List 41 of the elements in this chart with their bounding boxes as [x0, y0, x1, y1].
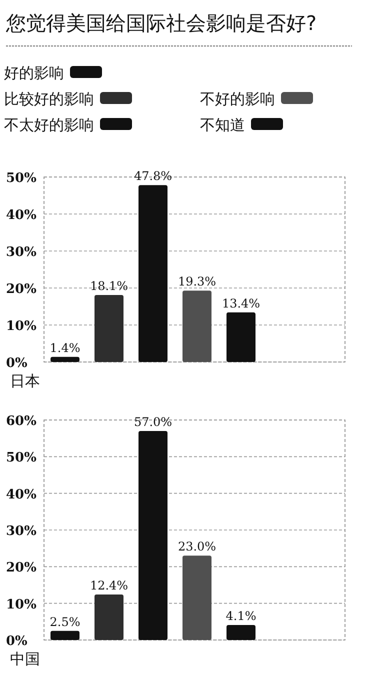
- bar: [182, 290, 212, 362]
- data-label: 23.0%: [178, 540, 216, 554]
- y-tick-label: 0%: [6, 634, 28, 649]
- bar: [94, 594, 124, 640]
- bar: [182, 556, 212, 640]
- bar: [50, 356, 80, 362]
- y-tick-label: 30%: [6, 245, 38, 260]
- data-label: 57.0%: [134, 415, 172, 429]
- data-label: 1.4%: [50, 340, 80, 355]
- y-tick-label: 20%: [6, 282, 38, 297]
- bar: [226, 312, 256, 362]
- y-tick-label: 10%: [6, 319, 38, 334]
- legend-label: 不知道: [200, 116, 245, 134]
- data-label: 47.8%: [134, 169, 172, 184]
- legend-label: 比较好的影响: [4, 90, 94, 108]
- data-label: 18.1%: [90, 279, 128, 294]
- y-tick-label: 40%: [6, 487, 38, 502]
- bar: [138, 185, 168, 362]
- y-tick-label: 50%: [6, 171, 38, 186]
- y-tick-label: 20%: [6, 560, 38, 576]
- chart-title: 您觉得美国给国际社会影响是否好?: [5, 11, 317, 35]
- y-tick-label: 60%: [6, 414, 38, 429]
- data-label: 19.3%: [178, 274, 216, 289]
- legend-label: 好的影响: [4, 64, 64, 82]
- y-tick-label: 40%: [6, 208, 38, 223]
- bar: [226, 624, 256, 640]
- data-label: 12.4%: [90, 578, 128, 593]
- data-label: 13.4%: [222, 296, 260, 310]
- bar: [94, 295, 124, 362]
- x-axis-title: 中国: [10, 650, 40, 668]
- y-tick-label: 0%: [6, 356, 28, 371]
- y-tick-label: 50%: [6, 450, 38, 466]
- legend-label: 不太好的影响: [4, 116, 94, 134]
- legend-label: 不好的影响: [200, 90, 275, 108]
- x-axis-title: 日本: [10, 372, 40, 390]
- bar: [138, 431, 168, 640]
- y-tick-label: 10%: [6, 597, 38, 612]
- data-label: 2.5%: [50, 614, 80, 629]
- bar: [50, 630, 80, 640]
- y-tick-label: 30%: [6, 524, 38, 539]
- data-label: 4.1%: [226, 608, 256, 623]
